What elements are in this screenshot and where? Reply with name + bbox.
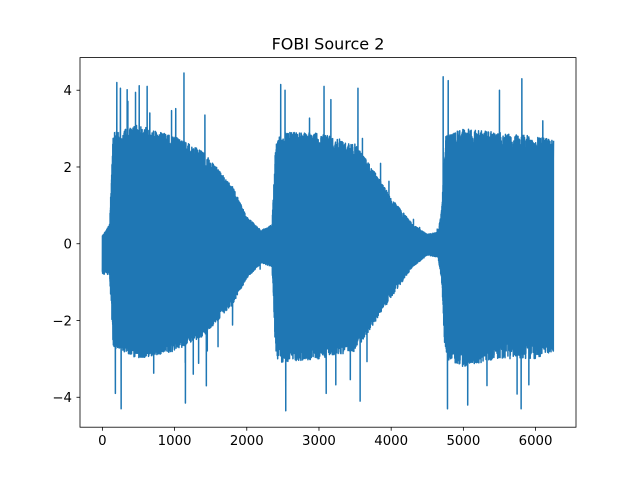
series-line-1 <box>101 72 555 412</box>
x-axis: 0 1000 2000 3000 4000 5000 6000 <box>98 427 552 449</box>
chart-title: FOBI Source 2 <box>272 35 385 54</box>
x-tick-label: 3000 <box>302 434 336 449</box>
x-tick-label: 2000 <box>230 434 264 449</box>
x-tick-label: 4000 <box>374 434 408 449</box>
y-tick-label: −2 <box>52 314 72 329</box>
series-layer <box>101 72 555 412</box>
x-tick-label: 0 <box>98 434 106 449</box>
x-tick-label: 5000 <box>446 434 480 449</box>
plot-frame <box>79 57 577 428</box>
y-tick-label: 0 <box>64 238 72 253</box>
x-tick-label: 6000 <box>519 434 553 449</box>
x-tick-label: 1000 <box>158 434 192 449</box>
y-tick-label: −4 <box>52 391 72 406</box>
y-tick-label: 4 <box>64 84 72 99</box>
y-tick-label: 2 <box>64 161 72 176</box>
y-axis: −4 −2 0 2 4 <box>52 84 80 406</box>
